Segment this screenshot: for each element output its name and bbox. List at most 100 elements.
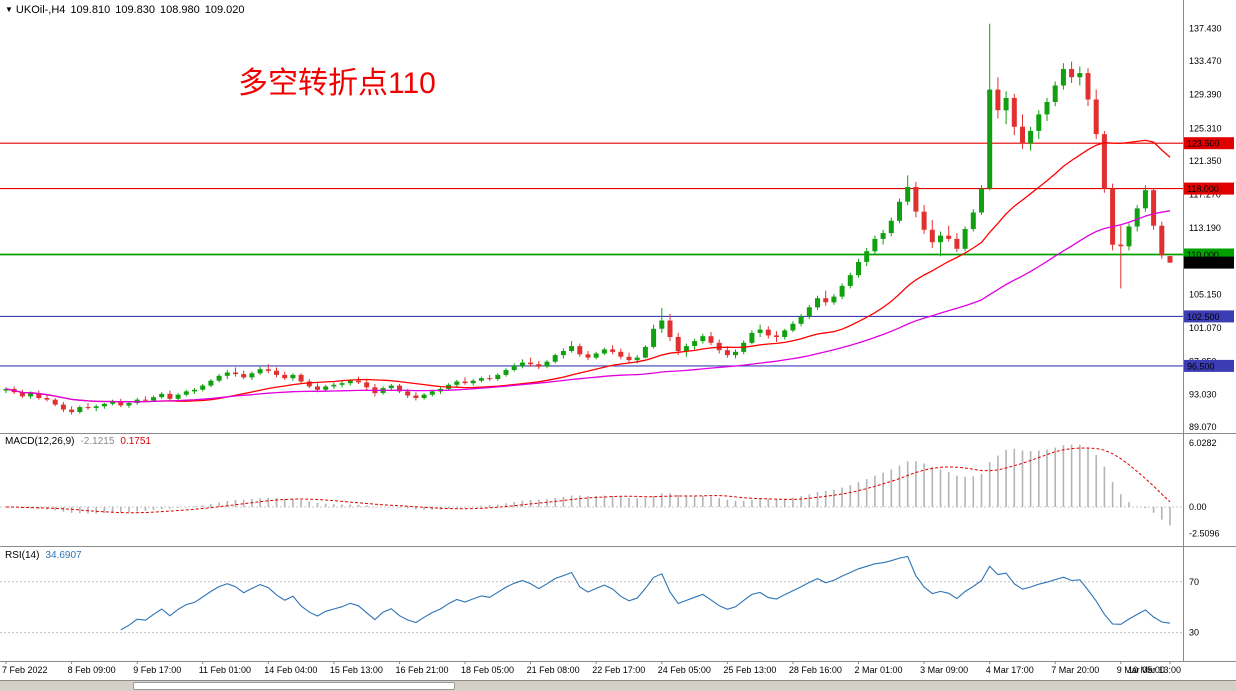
candle-body	[683, 346, 689, 351]
price-axis-label: 129.390	[1189, 90, 1222, 100]
candle-body	[1028, 130, 1034, 144]
candle-body	[1118, 244, 1124, 247]
time-axis-label: 8 Feb 09:00	[68, 665, 116, 675]
candle-body	[552, 355, 558, 362]
price-axis-label: 89.070	[1189, 422, 1217, 432]
candle-body	[339, 383, 345, 385]
candle-body	[511, 365, 517, 370]
candle-body	[101, 403, 107, 407]
low-value: 108.980	[159, 4, 200, 16]
candle-body	[979, 188, 984, 213]
candle-body	[806, 307, 812, 317]
price-tag	[1184, 182, 1234, 195]
candle-body	[938, 235, 943, 243]
candle-body	[1142, 190, 1148, 209]
rsi-line	[120, 555, 1171, 631]
price-axis-label: 125.310	[1189, 123, 1222, 133]
candle-body	[462, 381, 468, 384]
candle-body	[1020, 126, 1025, 144]
candle-body	[782, 330, 788, 337]
collapse-triangle-icon[interactable]: ▼	[5, 5, 13, 14]
candle-body	[77, 407, 83, 412]
candle-body	[265, 369, 271, 371]
high-value: 109.830	[115, 4, 155, 16]
price-axis-label: 105.150	[1189, 290, 1222, 300]
macd-axis-label: 0.00	[1189, 502, 1207, 512]
candle-body	[798, 316, 804, 324]
candle-body	[1044, 102, 1050, 115]
price-tag-label: 123.500	[1187, 139, 1220, 149]
candle-body	[421, 394, 427, 398]
candle-body	[364, 382, 370, 388]
candle-body	[413, 395, 419, 398]
macd-signal-line	[5, 447, 1171, 514]
candle-body	[1085, 73, 1091, 100]
candle-body	[929, 229, 935, 243]
candle-body	[970, 212, 976, 229]
candle-body	[233, 372, 238, 375]
candle-body	[208, 380, 214, 386]
candle-body	[487, 378, 493, 380]
rsi-indicator-label: RSI(14) 34.6907	[5, 550, 88, 561]
candle-body	[28, 393, 34, 397]
time-axis-label: 11 Feb 01:00	[199, 665, 251, 675]
time-axis-label: 9 Feb 17:00	[133, 665, 181, 675]
candle-body	[626, 356, 632, 361]
candle-body	[1126, 226, 1132, 247]
candle-body	[110, 401, 116, 404]
candle-body	[634, 357, 640, 361]
horizontal-scrollbar[interactable]	[0, 680, 1236, 691]
candle-body	[864, 251, 870, 262]
time-axis-label: 4 Mar 17:00	[986, 665, 1034, 675]
price-tag-label: 118.000	[1187, 184, 1219, 194]
time-axis-label: 15 Feb 13:00	[330, 665, 383, 675]
candle-body	[183, 391, 189, 395]
price-tag-label: 109.020	[1187, 258, 1220, 268]
candle-body	[159, 393, 165, 398]
candle-body	[1159, 225, 1165, 256]
candle-body	[151, 397, 156, 401]
candle-body	[216, 375, 222, 381]
symbol-label: UKOil-,H4	[15, 4, 66, 16]
candle-body	[962, 229, 968, 249]
candle-body	[733, 351, 738, 356]
price-axis-label: 101.070	[1189, 323, 1222, 333]
candle-body	[815, 298, 820, 308]
candle-body	[757, 329, 763, 333]
macd-value: -2.1215	[80, 436, 115, 447]
candle-body	[708, 336, 714, 343]
price-tag-label: 110.000	[1187, 250, 1219, 260]
rsi-name: RSI(14)	[5, 550, 40, 561]
candle-body	[36, 393, 42, 398]
candle-body	[692, 341, 698, 346]
scrollbar-thumb[interactable]	[133, 682, 455, 690]
time-axis-label: 25 Feb 13:00	[723, 665, 776, 675]
candle-body	[987, 89, 993, 189]
chart-header: ▼ UKOil-,H4 109.810 109.830 108.980 109.020	[5, 4, 250, 16]
candle-body	[282, 374, 288, 379]
time-axis-label: 3 Mar 09:00	[920, 665, 968, 675]
price-tag-label: 102.500	[1187, 312, 1220, 322]
candle-body	[69, 409, 75, 413]
time-axis-label: 21 Feb 08:00	[527, 665, 580, 675]
moving-average-line	[5, 139, 1171, 403]
time-axis-label: 14 Feb 04:00	[264, 665, 317, 675]
candle-body	[560, 351, 566, 356]
candle-body	[200, 385, 206, 390]
macd-name: MACD(12,26,9)	[5, 436, 75, 447]
candle-body	[528, 362, 534, 365]
rsi-axis-label: 70	[1189, 577, 1199, 587]
candle-body	[306, 381, 312, 387]
price-axis-label: 133.470	[1189, 56, 1222, 66]
rsi-value: 34.6907	[45, 550, 82, 561]
candle-body	[142, 399, 148, 401]
candle-body	[118, 401, 124, 406]
candle-body	[429, 391, 435, 395]
candle-body	[536, 364, 542, 367]
candle-body	[897, 201, 902, 221]
candle-body	[1110, 188, 1116, 245]
time-axis-label: 7 Feb 2022	[2, 665, 48, 675]
annotation-text[interactable]: 多空转折点110	[238, 67, 436, 100]
